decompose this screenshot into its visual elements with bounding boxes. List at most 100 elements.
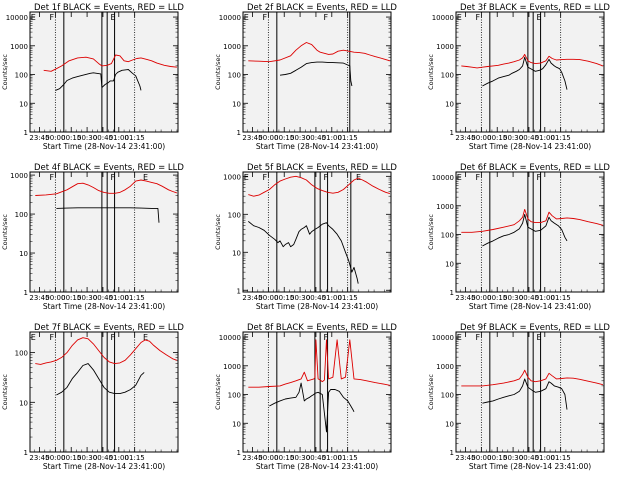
x-tick-label: 23:45 <box>242 454 262 462</box>
y-tick-label: 1000 <box>436 43 454 51</box>
x-tick-label: 00:15 <box>487 134 507 142</box>
series-events-line <box>482 378 568 410</box>
series-lld-line <box>248 339 390 388</box>
region-marker-label: F <box>476 13 481 22</box>
x-tick-label: 01:00 <box>535 134 555 142</box>
series-lld-line <box>461 208 604 233</box>
x-tick-label: 01:15 <box>125 454 145 462</box>
panel-title: Det 1f BLACK = Events, RED = LLD <box>34 3 184 13</box>
y-axis-label: Counts/sec <box>214 214 222 250</box>
y-tick-label: 100 <box>441 392 454 400</box>
panel-title: Det 6f BLACK = Events, RED = LLD <box>460 163 610 173</box>
plot-area <box>456 12 604 132</box>
y-tick-label: 10000 <box>432 334 454 342</box>
region-marker-label: F <box>50 13 55 22</box>
region-marker-label: E <box>244 333 249 342</box>
series-events-line <box>56 207 160 223</box>
detector-panel-7: Det 7f BLACK = Events, RED = LLD Counts/s… <box>1 323 184 471</box>
region-marker-label: E <box>537 13 542 22</box>
region-marker-label: E <box>537 333 542 342</box>
x-tick-label: 00:15 <box>61 134 81 142</box>
x-tick-label: 00:45 <box>306 134 326 142</box>
plot-frame <box>455 171 605 293</box>
x-tick-label: 23:45 <box>29 454 49 462</box>
y-tick-label: 100 <box>15 72 28 80</box>
x-tick-label: 23:45 <box>29 294 49 302</box>
x-tick-label: 00:30 <box>290 134 310 142</box>
detector-panel-2: Det 2f BLACK = Events, RED = LLD Counts/s… <box>214 3 397 151</box>
x-tick-label: 00:30 <box>77 134 97 142</box>
region-marker-label: E <box>457 173 462 182</box>
x-axis-label: Start Time (28-Nov-14 23:41:00) <box>43 302 165 311</box>
x-tick-label: 01:00 <box>322 294 342 302</box>
x-tick-label: 00:15 <box>274 454 294 462</box>
x-tick-label: 01:15 <box>125 294 145 302</box>
y-tick-label: 100 <box>228 211 241 219</box>
plot-frame <box>29 171 179 293</box>
y-tick-label: 10 <box>19 100 28 108</box>
plot-area <box>456 172 604 292</box>
x-tick-label: 00:45 <box>306 454 326 462</box>
region-marker-label: E <box>31 13 36 22</box>
region-marker-label: E <box>111 13 116 22</box>
x-axis-label: Start Time (28-Nov-14 23:41:00) <box>256 142 378 151</box>
x-tick-label: 00:00 <box>471 294 491 302</box>
x-tick-label: 00:00 <box>45 454 65 462</box>
x-tick-label: 01:15 <box>338 294 358 302</box>
y-tick-label: 10000 <box>219 14 241 22</box>
region-marker-label: E <box>356 173 361 182</box>
y-tick-label: 10000 <box>6 14 28 22</box>
detector-panel-5: Det 5f BLACK = Events, RED = LLD Counts/s… <box>214 163 397 311</box>
region-marker-label: F <box>476 333 481 342</box>
plot-frame <box>455 331 605 453</box>
series-events-line <box>248 221 359 284</box>
y-tick-label: 10 <box>445 100 454 108</box>
x-tick-label: 01:00 <box>109 294 129 302</box>
plot-area <box>456 332 604 452</box>
panel-title: Det 7f BLACK = Events, RED = LLD <box>34 323 184 333</box>
x-axis-label: Start Time (28-Nov-14 23:41:00) <box>469 462 591 471</box>
x-tick-label: 23:45 <box>455 454 475 462</box>
y-tick-label: 1 <box>237 287 241 295</box>
y-axis-label: Counts/sec <box>1 54 9 90</box>
y-tick-label: 1000 <box>10 172 28 180</box>
x-tick-label: 00:15 <box>274 134 294 142</box>
y-tick-label: 1000 <box>436 203 454 211</box>
region-marker-label: F <box>111 173 116 182</box>
y-axis-label: Counts/sec <box>427 374 435 410</box>
x-tick-label: 00:30 <box>290 454 310 462</box>
region-marker-label: E <box>143 173 148 182</box>
panel-title: Det 5f BLACK = Events, RED = LLD <box>247 163 397 173</box>
series-lld-line <box>248 42 391 63</box>
plot-frame <box>29 331 179 453</box>
x-tick-label: 23:45 <box>455 134 475 142</box>
panel-title: Det 4f BLACK = Events, RED = LLD <box>34 163 184 173</box>
y-tick-label: 100 <box>441 232 454 240</box>
y-tick-label: 1 <box>450 289 454 297</box>
x-tick-label: 01:15 <box>125 134 145 142</box>
y-tick-label: 1000 <box>223 43 241 51</box>
y-axis-label: Counts/sec <box>427 54 435 90</box>
y-tick-label: 10 <box>19 250 28 258</box>
y-tick-label: 1 <box>450 449 454 457</box>
series-events-line <box>482 213 568 247</box>
region-marker-label: F <box>324 173 329 182</box>
region-marker-label: E <box>457 13 462 22</box>
region-marker-label: F <box>263 13 268 22</box>
x-tick-label: 23:45 <box>242 294 262 302</box>
x-tick-label: 00:45 <box>306 294 326 302</box>
y-tick-label: 100 <box>15 350 28 358</box>
y-tick-label: 1 <box>24 449 28 457</box>
x-tick-label: 00:00 <box>471 454 491 462</box>
y-axis-label: Counts/sec <box>427 214 435 250</box>
y-tick-label: 10 <box>232 100 241 108</box>
region-marker-label: E <box>244 173 249 182</box>
region-marker-label: F <box>50 333 55 342</box>
x-axis-label: Start Time (28-Nov-14 23:41:00) <box>469 302 591 311</box>
x-tick-label: 00:30 <box>503 454 523 462</box>
y-tick-label: 10 <box>19 399 28 407</box>
panel-title: Det 3f BLACK = Events, RED = LLD <box>460 3 610 13</box>
series-lld-line <box>43 54 177 72</box>
